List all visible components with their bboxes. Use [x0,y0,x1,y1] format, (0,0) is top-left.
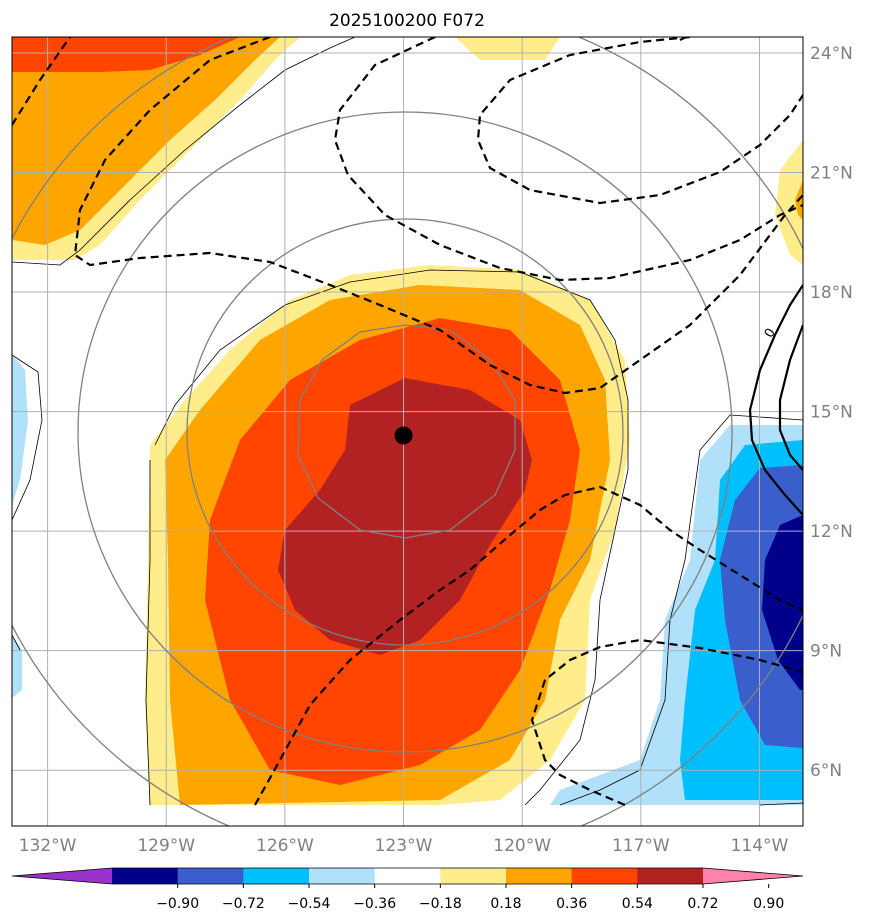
colorbar-level-label: −0.36 [353,896,396,912]
colorbar-extension-min [12,868,112,884]
longitude-label: 129°W [137,836,195,856]
colorbar-level-label: 0.72 [687,896,718,912]
map-area: 0 [12,37,803,826]
colorbar-level-label: 0.18 [490,896,521,912]
graticule [12,37,803,826]
latitude-label: 15°N [810,403,853,423]
longitude-label: 126°W [256,836,314,856]
zero-contours [748,284,803,516]
colorbar-segment [177,868,244,884]
colorbar-level-label: −0.18 [419,896,462,912]
colorbar-level-label: 0.54 [622,896,653,912]
colorbar-segment [112,868,179,884]
colorbar-level-label: 0.90 [753,896,784,912]
storm-center-marker [394,426,413,445]
anomaly-field-northwest [12,37,560,260]
colorbar-outline [11,867,804,885]
latitude-label: 9°N [810,642,842,662]
latitude-label: 18°N [810,283,853,303]
anomaly-field-west-1 [12,355,28,505]
colorbar-segment [243,868,310,884]
colorbar-segment [506,868,573,884]
colorbar-level-label: −0.72 [222,896,265,912]
colorbar-segment [637,868,704,884]
latitude-label: 21°N [810,163,853,183]
latitude-tick-labels: 24°N 21°N 18°N 15°N 12°N 9°N 6°N [810,44,853,781]
dashed-contours [12,37,803,807]
longitude-tick-labels: 132°W 129°W 126°W 123°W 120°W 117°W 114°W [19,836,789,856]
longitude-label: 117°W [612,836,670,856]
colorbar-level-label: 0.36 [556,896,587,912]
latitude-label: 12°N [810,522,853,542]
longitude-label: 132°W [19,836,77,856]
colorbar-segment [440,868,507,884]
longitude-label: 114°W [731,836,789,856]
distance-rings [12,37,803,826]
anomaly-field-east [550,425,803,805]
map-title: 2025100200 F072 [329,11,485,31]
colorbar-segment [571,868,638,884]
map-frame [11,36,804,827]
latitude-label: 6°N [810,761,842,781]
colorbar-level-label: −0.90 [156,896,199,912]
latitude-label: 24°N [810,44,853,64]
longitude-label: 123°W [375,836,433,856]
colorbar-segment [309,868,376,884]
colorbar-segment [374,868,441,884]
colorbar: −0.90 −0.72 −0.54 −0.36 −0.18 0.18 0.36 0.54 0.7… [11,867,804,912]
longitude-label: 120°W [493,836,551,856]
colorbar-extension-max [703,868,803,884]
colorbar-level-label: −0.54 [288,896,331,912]
